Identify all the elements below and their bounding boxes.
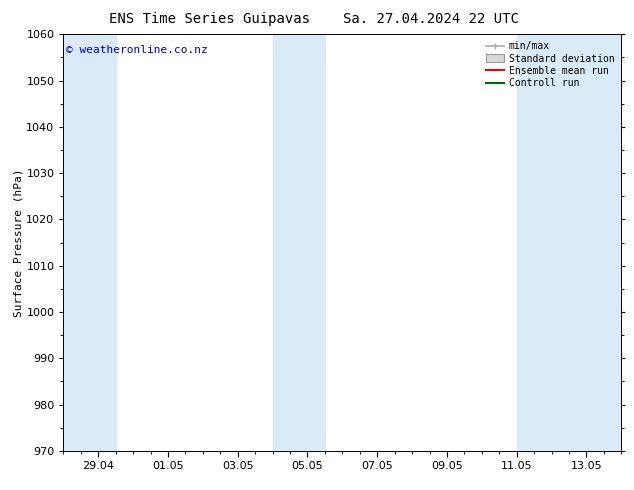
Text: © weatheronline.co.nz: © weatheronline.co.nz: [66, 45, 208, 55]
Y-axis label: Surface Pressure (hPa): Surface Pressure (hPa): [13, 168, 23, 317]
Text: ENS Time Series Guipavas: ENS Time Series Guipavas: [108, 12, 310, 26]
Text: Sa. 27.04.2024 22 UTC: Sa. 27.04.2024 22 UTC: [343, 12, 519, 26]
Legend: min/max, Standard deviation, Ensemble mean run, Controll run: min/max, Standard deviation, Ensemble me…: [484, 39, 616, 90]
Bar: [517, 34, 621, 451]
Bar: [63, 34, 115, 451]
Bar: [273, 34, 325, 451]
